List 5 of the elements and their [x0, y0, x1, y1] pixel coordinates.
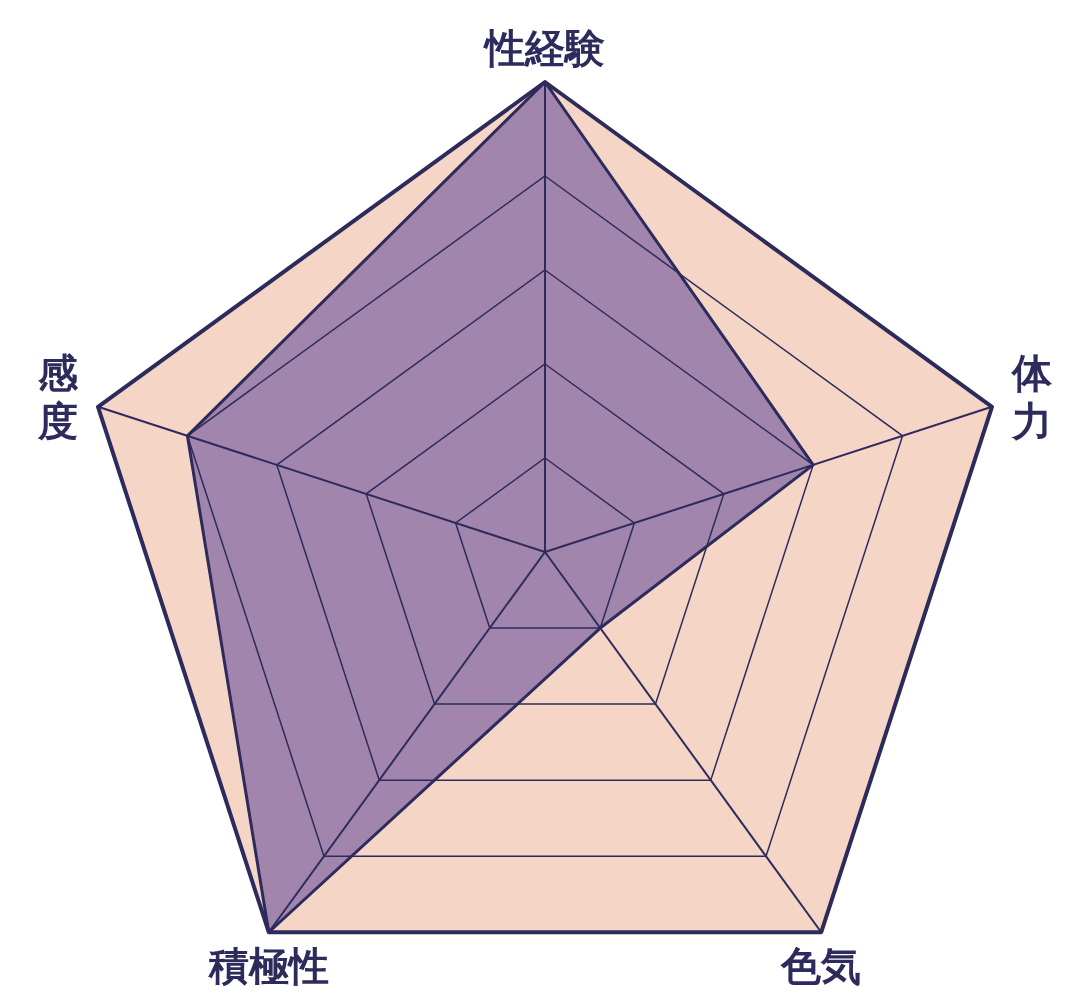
- spoke-label: 体力: [1010, 349, 1053, 444]
- spoke-label: 感度: [37, 349, 79, 444]
- spoke-label: 積極性: [207, 943, 329, 990]
- spoke-label: 性経験: [483, 25, 605, 71]
- spoke-label: 色気: [780, 943, 862, 990]
